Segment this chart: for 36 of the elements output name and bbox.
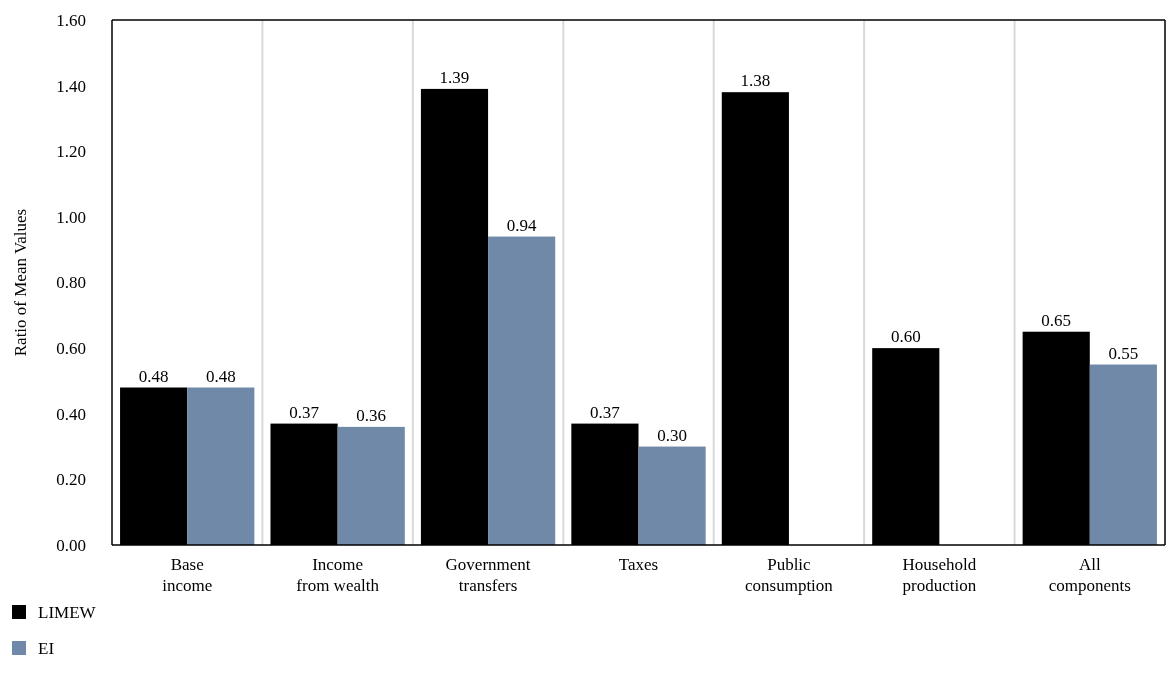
y-tick-label: 1.60 <box>56 10 86 30</box>
data-label: 0.48 <box>138 366 169 386</box>
data-label: 1.38 <box>740 71 771 91</box>
y-tick-label: 0.00 <box>56 535 86 555</box>
data-label: 0.55 <box>1108 343 1139 363</box>
y-tick-label: 1.00 <box>56 207 86 227</box>
data-label: 0.65 <box>1041 310 1072 330</box>
data-label: 0.37 <box>289 402 320 422</box>
bar <box>638 446 706 545</box>
x-tick-label: Taxes <box>618 555 659 574</box>
x-tick-label: Base income <box>162 555 213 595</box>
data-label: 0.37 <box>590 402 621 422</box>
data-label: 0.30 <box>657 425 687 445</box>
x-tick-label: All components <box>1048 555 1131 595</box>
legend-label: LIMEW <box>38 602 97 622</box>
bar <box>488 236 556 545</box>
bar <box>1089 364 1157 545</box>
y-tick-label: 0.60 <box>56 339 86 359</box>
bar <box>187 387 255 545</box>
data-label: 0.48 <box>205 366 236 386</box>
data-label: 0.36 <box>356 405 387 425</box>
y-tick-label: 1.20 <box>56 142 86 162</box>
x-tick-label: Household production <box>902 555 977 595</box>
x-tick-label: Public consumption <box>745 555 834 595</box>
y-axis-title: Ratio of Mean Values <box>11 208 30 357</box>
x-tick-label: Income from wealth <box>296 555 380 595</box>
x-tick-label: Government transfers <box>445 555 531 595</box>
y-tick-label: 0.40 <box>56 404 86 424</box>
data-label: 0.60 <box>890 327 921 347</box>
y-tick-label: 0.20 <box>56 470 86 490</box>
data-label: 0.94 <box>506 215 538 235</box>
y-tick-label: 1.40 <box>56 76 86 96</box>
data-label: 1.39 <box>439 67 470 87</box>
bar <box>337 426 405 545</box>
legend-label: EI <box>38 638 55 658</box>
y-tick-label: 0.80 <box>56 273 86 293</box>
